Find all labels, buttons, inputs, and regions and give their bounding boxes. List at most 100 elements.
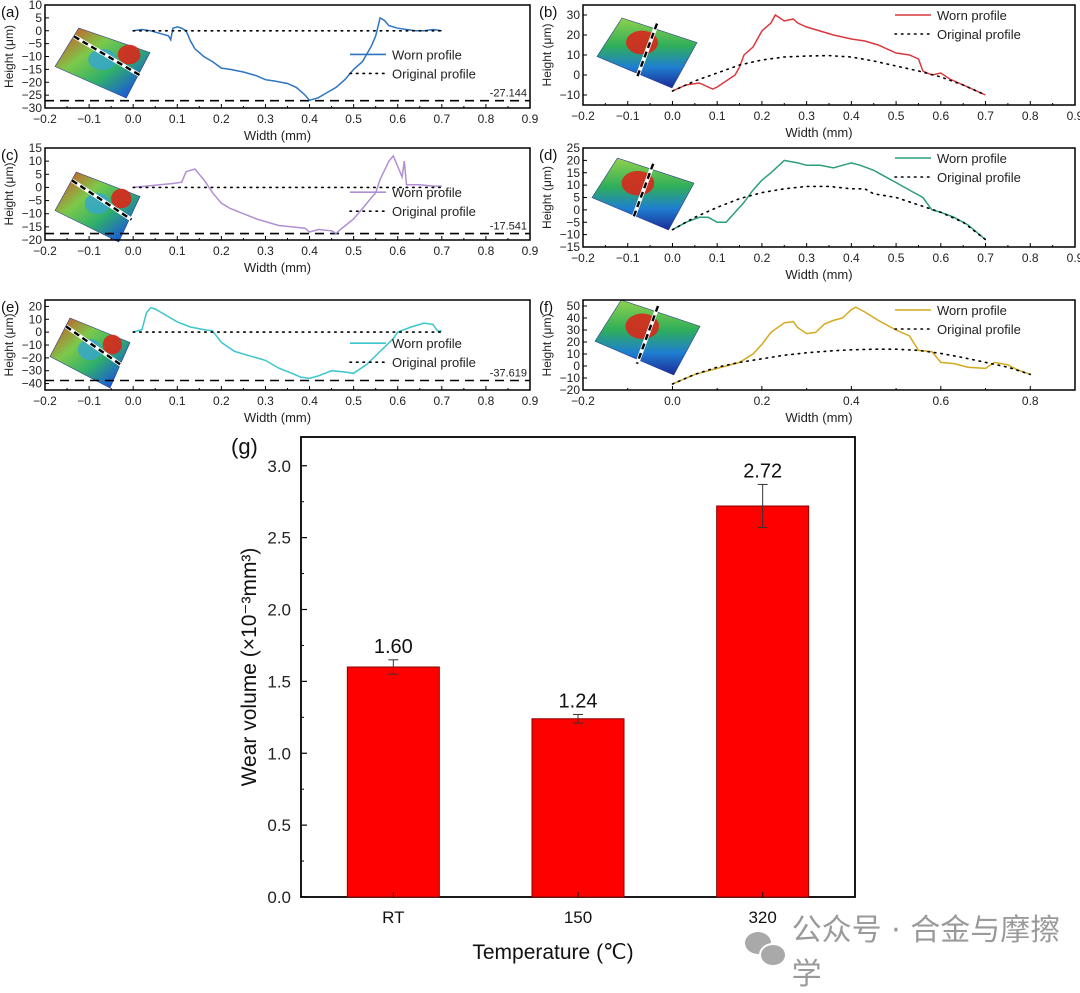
y-tick-label: −10: [560, 88, 581, 102]
x-tick-label: 0.4: [843, 109, 860, 123]
y-tick-label: 30: [567, 8, 581, 22]
x-tick-label: 0.8: [1022, 394, 1039, 408]
x-tick-label: 0.3: [257, 394, 274, 408]
x-tick-label: 0.7: [977, 251, 994, 265]
panel-b: −0.2 −0.1 0.0 0.1 0.2 0.3 0.4 0.5 0.6 0.7 0.8 0.9 30…: [539, 4, 1080, 140]
y-tick-label: 10: [29, 0, 43, 12]
legend-entry: Worn profile: [392, 47, 462, 62]
y-tick-label: 1.0: [267, 744, 291, 763]
legend-entry: Original profile: [937, 170, 1021, 185]
x-tick-label: 0.3: [257, 112, 274, 126]
panel-label: (g): [231, 434, 258, 459]
x-tick-label: 320: [748, 908, 776, 927]
original-profile-line: [671, 348, 1032, 385]
pileup-region: [117, 44, 141, 65]
x-tick-label: −0.1: [77, 112, 101, 126]
x-tick-label: 0.2: [213, 244, 230, 258]
x-tick-label: 0.7: [433, 244, 450, 258]
worn-profile-line: [672, 306, 1031, 385]
y-tick-label: −10: [560, 228, 581, 242]
y-tick-label: −10: [560, 371, 581, 385]
x-tick-label: −0.1: [77, 394, 101, 408]
x-tick-label: 0.7: [433, 112, 450, 126]
x-tick-label: 0.0: [664, 251, 681, 265]
plot-frame: [582, 299, 1076, 391]
y-tick-label: 5: [573, 191, 580, 205]
wechat-icon: [745, 932, 787, 967]
x-tick-label: 0.9: [522, 244, 539, 258]
y-tick-label: −5: [28, 194, 42, 208]
x-tick-label: 0.8: [1022, 109, 1039, 123]
profile-path-outline: [635, 22, 659, 79]
panel-label: (c): [1, 147, 19, 164]
watermark: 公众号 · 合金与摩擦学: [745, 905, 1080, 993]
x-tick-label: 0.1: [709, 109, 726, 123]
y-tick-label: 2.0: [267, 601, 291, 620]
profile-path: [635, 305, 660, 365]
x-tick-label: −0.2: [571, 394, 595, 408]
panel-g: 0.0 0.5 1.0 1.5 2.0 2.5 3.0 1.60 RT 1.24 150 2.72 32…: [231, 434, 856, 964]
x-tick-label: 0.8: [478, 112, 495, 126]
x-tick-label: 0.1: [169, 112, 186, 126]
y-tick-label: 10: [29, 312, 43, 326]
y-tick-label: −30: [22, 101, 43, 115]
worn-region: [625, 313, 660, 339]
y-tick-label: 2.5: [267, 529, 291, 548]
x-tick-label: 0.6: [389, 394, 406, 408]
y-tick-label: 50: [567, 299, 581, 313]
y-tick-label: −20: [22, 233, 43, 247]
legend-entry: Worn profile: [392, 336, 462, 351]
x-tick-label: 0.5: [345, 112, 362, 126]
x-axis-label: Temperature (℃): [472, 941, 633, 964]
worn-region: [78, 339, 102, 360]
x-tick-label: 0.1: [169, 394, 186, 408]
y-axis-label: Height (μm): [2, 163, 16, 226]
y-tick-label: 0: [35, 24, 42, 38]
legend-entry: Original profile: [392, 66, 476, 81]
worn-profile-line: [672, 13, 986, 96]
x-tick-label: 0.0: [125, 244, 142, 258]
x-tick-label: 0.0: [664, 109, 681, 123]
y-axis-label: Height (μm): [540, 166, 554, 229]
worn-region: [88, 49, 117, 70]
x-tick-label: −0.1: [616, 109, 640, 123]
worn-region: [626, 30, 658, 55]
y-axis-label: Height (μm): [2, 25, 16, 88]
y-tick-label: 20: [567, 153, 581, 167]
x-tick-label: 0.5: [345, 244, 362, 258]
x-tick-label: 0.6: [389, 244, 406, 258]
y-tick-label: 1.5: [267, 672, 291, 691]
x-tick-label: RT: [382, 908, 404, 927]
original-profile-line: [671, 54, 987, 96]
x-tick-label: 0.0: [125, 112, 142, 126]
y-tick-label: 0: [573, 68, 580, 82]
worn-profile-line: [133, 16, 442, 102]
legend-entry: Original profile: [392, 355, 476, 370]
watermark-text: 公众号 · 合金与摩擦学: [791, 913, 1061, 992]
x-tick-label: −0.1: [616, 251, 640, 265]
x-tick-label: 0.3: [257, 244, 274, 258]
y-tick-label: −15: [22, 62, 43, 76]
x-tick-label: 0.2: [754, 251, 771, 265]
figure: −0.2 −0.1 0.0 0.1 0.2 0.3 0.4 0.5 0.6 0.7 0.8 0.9 10…: [1, 0, 1080, 964]
worn-region: [84, 193, 111, 214]
y-tick-label: −15: [560, 240, 581, 254]
panel-label: (e): [1, 299, 19, 316]
x-tick-label: 0.3: [798, 251, 815, 265]
worn-profile-line: [133, 154, 442, 235]
y-tick-label: −20: [22, 75, 43, 89]
inset-surface-map: [596, 17, 698, 89]
x-tick-label: 0.5: [345, 394, 362, 408]
x-tick-label: 0.4: [843, 394, 860, 408]
y-tick-label: 10: [567, 178, 581, 192]
x-tick-label: 0.6: [932, 394, 949, 408]
x-tick-label: 0.6: [389, 112, 406, 126]
data-label: 1.24: [559, 690, 598, 712]
y-tick-label: 3.0: [267, 457, 291, 476]
legend-entry: Original profile: [937, 322, 1021, 337]
y-tick-label: 20: [29, 299, 43, 313]
bar-rt: [346, 666, 440, 898]
pileup-region: [102, 334, 122, 355]
y-tick-label: 0.0: [267, 888, 291, 907]
y-tick-label: −30: [22, 364, 43, 378]
